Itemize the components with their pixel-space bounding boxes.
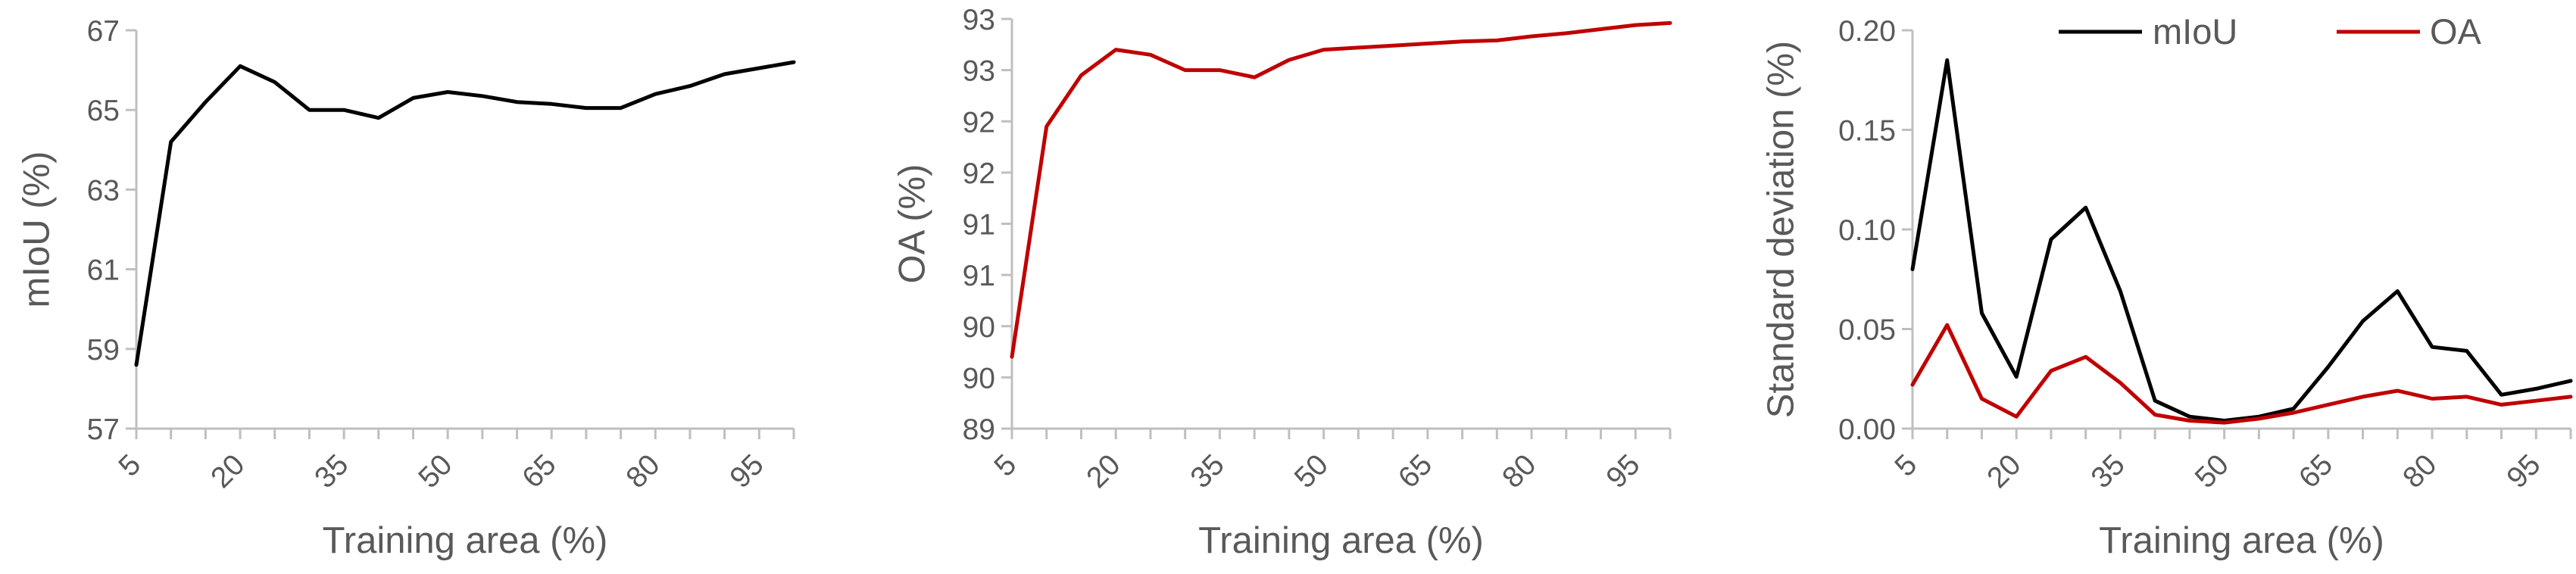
x-tick-label: 35 <box>308 448 354 494</box>
legend-label-miou: mIoU <box>2153 11 2237 51</box>
y-tick-label: 92 <box>963 106 995 139</box>
y-tick-label: 0.00 <box>1838 413 1896 446</box>
y-tick-label: 93 <box>963 4 995 36</box>
y-tick-label: 93 <box>963 55 995 88</box>
y-tick-label: 61 <box>87 254 120 287</box>
x-tick-label: 50 <box>2189 448 2235 494</box>
y-tick-label: 90 <box>963 311 995 344</box>
y-tick-label: 0.05 <box>1838 314 1896 347</box>
y-tick-label: 0.15 <box>1838 115 1896 148</box>
x-tick-label: 5 <box>988 448 1023 483</box>
x-tick-label: 35 <box>2085 448 2131 494</box>
x-axis-label: Training area (%) <box>323 520 608 561</box>
x-tick-label: 20 <box>1981 448 2027 494</box>
x-tick-label: 35 <box>1185 448 1231 494</box>
y-tick-label: 91 <box>963 209 995 242</box>
y-tick-label: 90 <box>963 362 995 395</box>
y-tick-label: 91 <box>963 260 995 292</box>
x-tick-label: 20 <box>205 448 251 494</box>
x-tick-label: 95 <box>2501 448 2547 494</box>
y-tick-label: 0.20 <box>1838 15 1896 48</box>
chart-2: 89 90 90 91 91 92 92 93 93 5 20 35 50 65 80 95 Training … <box>891 4 1672 561</box>
chart-3: 0.00 0.05 0.10 0.15 0.20 5 20 35 50 65 80 95 Trainin… <box>1760 11 2573 561</box>
y-axis-label: Standard deviation (%) <box>1760 41 1801 418</box>
y-tick-label: 67 <box>87 15 120 48</box>
chart-1: 57 59 61 63 65 67 5 20 35 50 65 80 95 Training area (… <box>16 15 796 561</box>
x-tick-label: 50 <box>1288 448 1335 494</box>
x-axis-label: Training area (%) <box>2099 520 2384 561</box>
x-axis-label: Training area (%) <box>1198 520 1484 561</box>
x-tick-label: 20 <box>1080 448 1126 494</box>
x-tick-label: 80 <box>2396 448 2443 494</box>
y-tick-label: 0.10 <box>1838 214 1896 247</box>
y-axis-label: mIoU (%) <box>16 151 57 308</box>
series-line-1 <box>1010 20 1672 359</box>
y-tick-label: 89 <box>963 413 995 446</box>
y-tick-label: 63 <box>87 174 120 207</box>
y-tick-label: 59 <box>87 334 120 367</box>
y-tick-label: 92 <box>963 158 995 190</box>
legend-label-oa: OA <box>2430 11 2482 51</box>
series-line-1 <box>134 60 796 367</box>
x-tick-label: 80 <box>1496 448 1542 494</box>
x-tick-label: 65 <box>2293 448 2339 494</box>
y-axis-label: OA (%) <box>891 164 932 284</box>
series-line-oa <box>1910 323 2573 425</box>
x-tick-label: 95 <box>1600 448 1647 494</box>
series-line-miou <box>1910 58 2573 423</box>
x-tick-label: 80 <box>620 448 667 494</box>
x-tick-label: 95 <box>724 448 770 494</box>
x-tick-label: 5 <box>1889 448 1924 483</box>
x-tick-label: 65 <box>516 448 562 494</box>
legend: mIoU OA <box>2059 11 2482 51</box>
x-tick-label: 65 <box>1392 448 1438 494</box>
y-tick-label: 57 <box>87 413 120 446</box>
y-tick-label: 65 <box>87 95 120 127</box>
x-tick-label: 50 <box>412 448 458 494</box>
x-tick-label: 5 <box>113 448 148 483</box>
